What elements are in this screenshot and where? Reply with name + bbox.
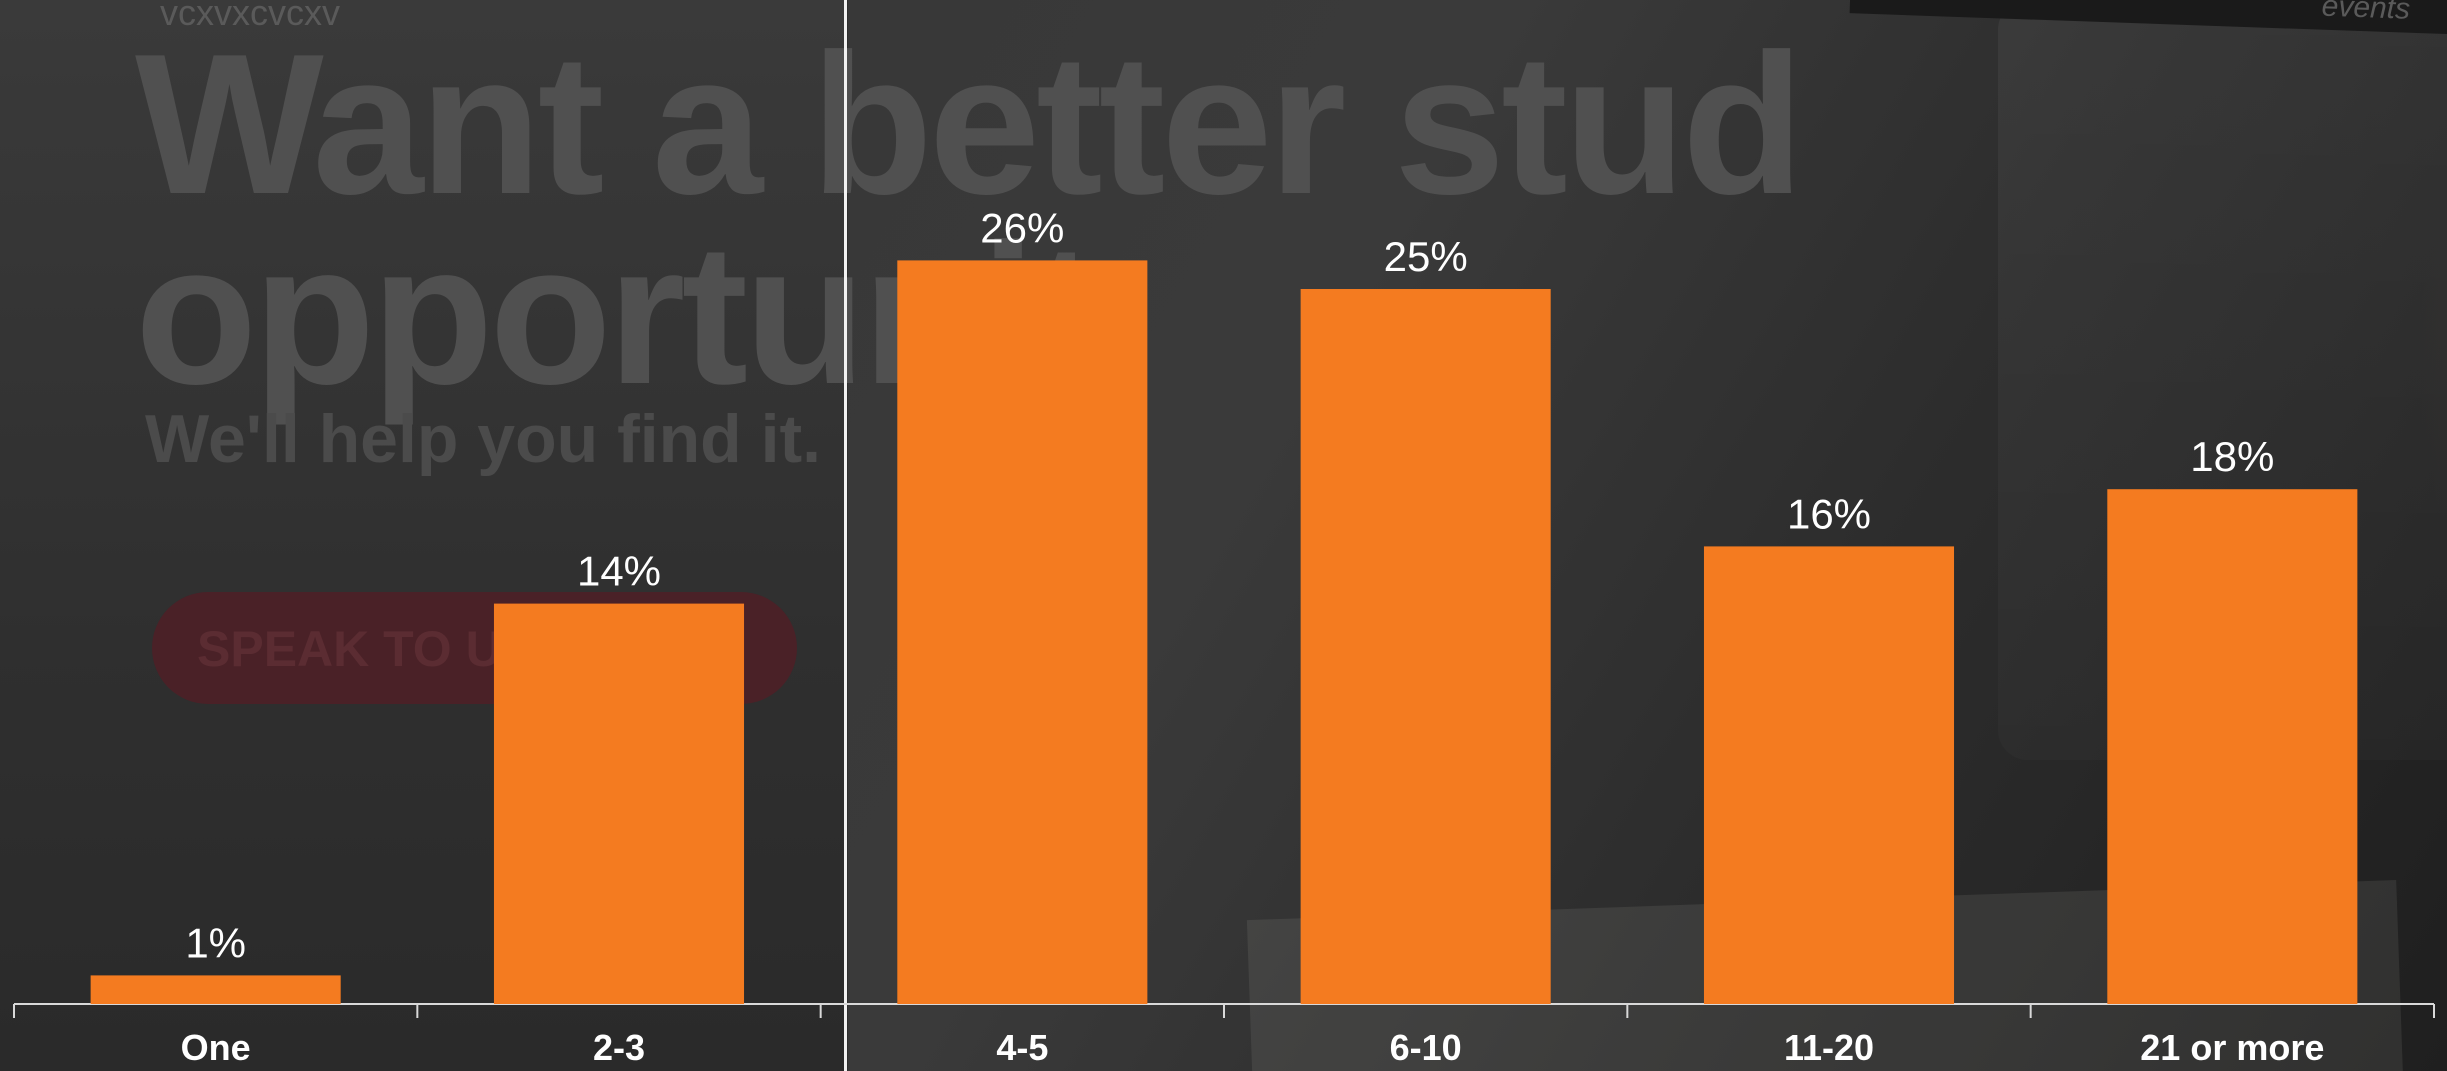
background-small-text: vcxvxcvcxv <box>160 0 340 33</box>
data-label: 26% <box>980 204 1064 251</box>
x-tick-label: 2-3 <box>593 1027 645 1068</box>
background-headline-line-1: Want a better stud <box>135 13 1804 236</box>
x-tick-label: 11-20 <box>1784 1027 1874 1068</box>
bar-11-20 <box>1703 546 1955 1004</box>
background-subheadline: We'll help you find it. <box>145 401 822 477</box>
bar-6-10 <box>1300 289 1551 1004</box>
bar-4-5 <box>897 260 1148 1004</box>
data-label: 14% <box>577 548 661 595</box>
x-tick-label: 4-5 <box>996 1027 1048 1068</box>
data-label: 1% <box>185 919 246 966</box>
bar-one <box>90 975 341 1004</box>
x-tick-label: One <box>181 1027 251 1068</box>
data-label: 16% <box>1787 490 1871 537</box>
data-label: 18% <box>2190 433 2274 480</box>
data-label: 25% <box>1384 233 1468 280</box>
bar-2-3 <box>493 603 745 1004</box>
background-button-label: SPEAK TO US <box>197 621 536 677</box>
x-tick-label: 6-10 <box>1390 1027 1462 1068</box>
vertical-divider <box>844 0 847 1071</box>
x-tick-label: 21 or more <box>2140 1027 2324 1068</box>
bar-21-or-more <box>2107 489 2358 1004</box>
